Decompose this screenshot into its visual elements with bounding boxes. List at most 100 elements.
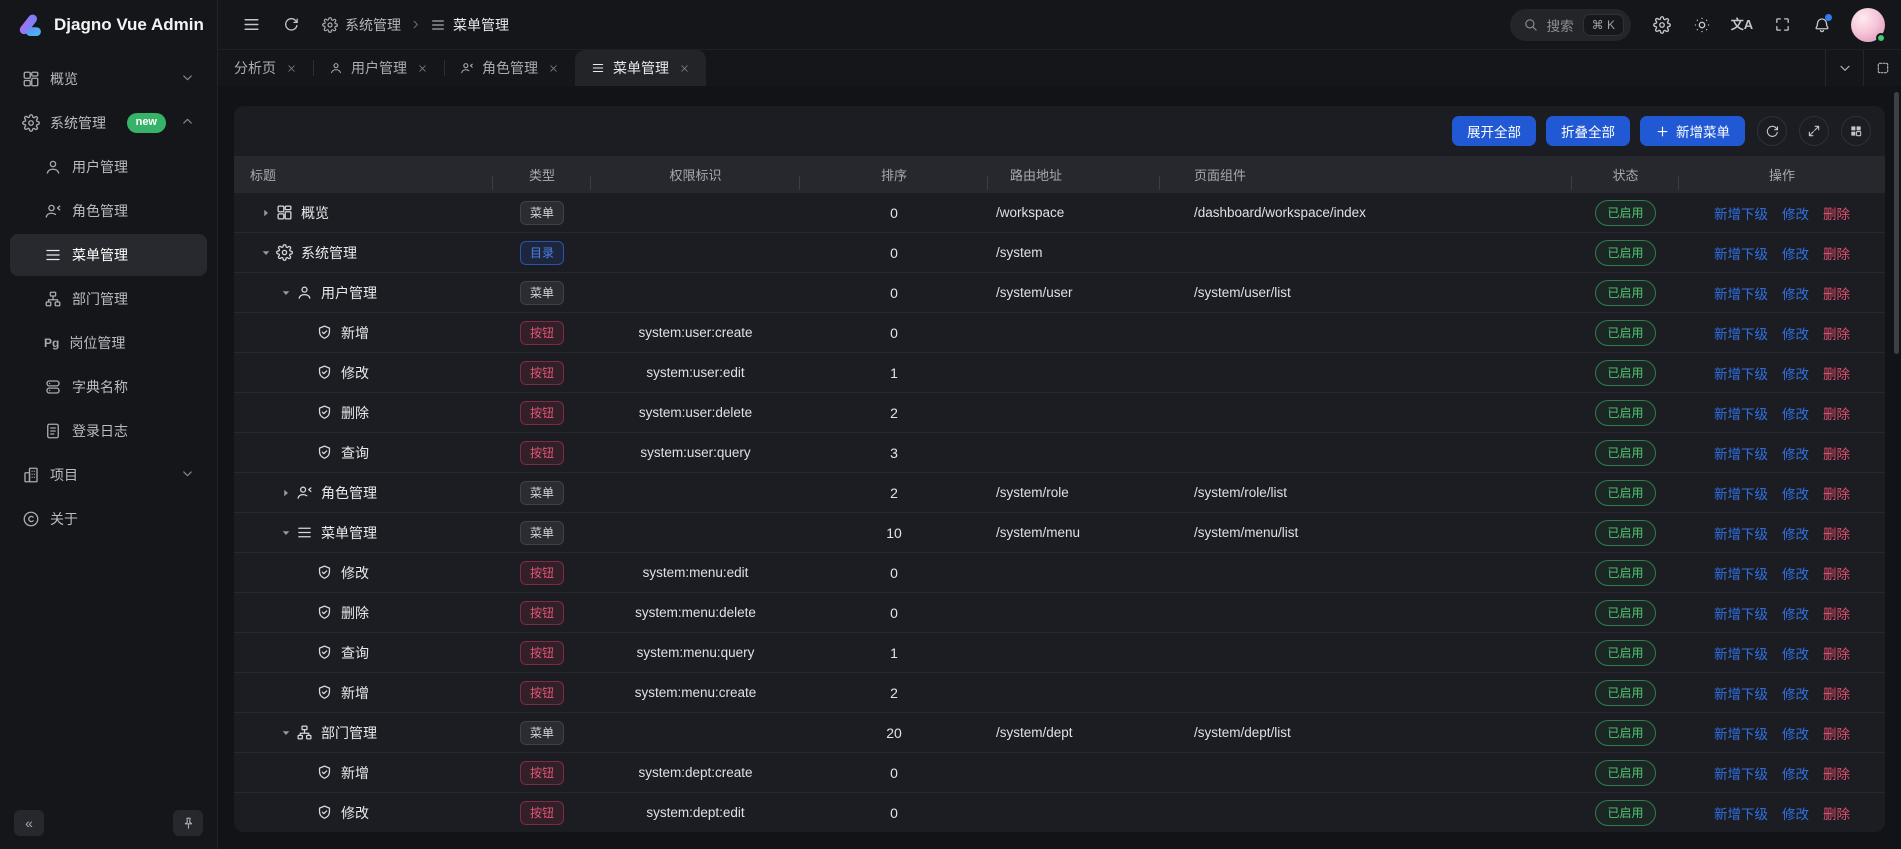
breadcrumb-item-系统管理[interactable]: 系统管理 [322, 15, 401, 35]
sidebar-item-登录日志[interactable]: 登录日志 [10, 410, 207, 452]
delete-link[interactable]: 删除 [1823, 363, 1850, 383]
caret-down-icon[interactable] [256, 247, 276, 259]
caret-right-icon[interactable] [276, 487, 296, 499]
search-icon [1523, 17, 1538, 32]
app-logo-row[interactable]: Djagno Vue Admin [0, 0, 217, 50]
delete-link[interactable]: 删除 [1823, 443, 1850, 463]
sidebar-item-关于[interactable]: 关于 [10, 498, 207, 540]
add-child-link[interactable]: 新增下级 [1714, 563, 1768, 583]
scrollbar-thumb[interactable] [1894, 92, 1899, 354]
add-child-link[interactable]: 新增下级 [1714, 203, 1768, 223]
add-child-link[interactable]: 新增下级 [1714, 523, 1768, 543]
sidebar-pin-button[interactable] [173, 810, 203, 836]
add-child-link[interactable]: 新增下级 [1714, 683, 1768, 703]
edit-link[interactable]: 修改 [1782, 523, 1809, 543]
sidebar-item-字典名称[interactable]: 字典名称 [10, 366, 207, 408]
edit-link[interactable]: 修改 [1782, 243, 1809, 263]
close-icon[interactable] [548, 63, 559, 74]
avatar[interactable] [1851, 8, 1885, 42]
edit-link[interactable]: 修改 [1782, 283, 1809, 303]
add-child-link[interactable]: 新增下级 [1714, 603, 1768, 623]
edit-link[interactable]: 修改 [1782, 643, 1809, 663]
sidebar-item-概览[interactable]: 概览 [10, 58, 207, 100]
close-icon[interactable] [417, 63, 428, 74]
edit-link[interactable]: 修改 [1782, 403, 1809, 423]
delete-link[interactable]: 删除 [1823, 723, 1850, 743]
edit-link[interactable]: 修改 [1782, 483, 1809, 503]
tab-用户管理[interactable]: 用户管理 [313, 50, 444, 86]
add-child-link[interactable]: 新增下级 [1714, 483, 1768, 503]
tab-菜单管理[interactable]: 菜单管理 [575, 50, 706, 86]
add-child-link[interactable]: 新增下级 [1714, 443, 1768, 463]
add-child-link[interactable]: 新增下级 [1714, 643, 1768, 663]
cell-sort: 0 [800, 245, 988, 261]
table-fullscreen-button[interactable] [1799, 116, 1829, 146]
add-child-link[interactable]: 新增下级 [1714, 723, 1768, 743]
language-button[interactable]: 文A [1725, 8, 1759, 42]
caret-right-icon[interactable] [256, 207, 276, 219]
delete-link[interactable]: 删除 [1823, 403, 1850, 423]
add-child-link[interactable]: 新增下级 [1714, 763, 1768, 783]
delete-link[interactable]: 删除 [1823, 483, 1850, 503]
caret-down-icon[interactable] [276, 727, 296, 739]
close-icon[interactable] [679, 63, 690, 74]
delete-link[interactable]: 删除 [1823, 203, 1850, 223]
settings-button[interactable] [1645, 8, 1679, 42]
delete-link[interactable]: 删除 [1823, 603, 1850, 623]
refresh-page-button[interactable] [274, 8, 308, 42]
delete-link[interactable]: 删除 [1823, 643, 1850, 663]
search-input[interactable]: 搜索 ⌘ K [1510, 9, 1631, 41]
edit-link[interactable]: 修改 [1782, 683, 1809, 703]
cell-status: 已启用 [1572, 240, 1679, 266]
theme-toggle-button[interactable] [1685, 8, 1719, 42]
caret-down-icon[interactable] [276, 527, 296, 539]
expand-all-button[interactable]: 展开全部 [1452, 116, 1536, 146]
tab-分析页[interactable]: 分析页 [218, 50, 313, 86]
sidebar-item-部门管理[interactable]: 部门管理 [10, 278, 207, 320]
sidebar-toggle-button[interactable] [234, 8, 268, 42]
edit-link[interactable]: 修改 [1782, 443, 1809, 463]
collapse-all-button[interactable]: 折叠全部 [1546, 116, 1630, 146]
add-child-link[interactable]: 新增下级 [1714, 363, 1768, 383]
delete-link[interactable]: 删除 [1823, 763, 1850, 783]
breadcrumb-item-菜单管理[interactable]: 菜单管理 [430, 15, 509, 35]
delete-link[interactable]: 删除 [1823, 803, 1850, 823]
sidebar-item-岗位管理[interactable]: Pg岗位管理 [10, 322, 207, 364]
sidebar-item-角色管理[interactable]: 角色管理 [10, 190, 207, 232]
delete-link[interactable]: 删除 [1823, 563, 1850, 583]
notifications-button[interactable] [1805, 8, 1839, 42]
column-settings-button[interactable] [1841, 116, 1871, 146]
sidebar-collapse-button[interactable]: « [14, 810, 44, 836]
delete-link[interactable]: 删除 [1823, 243, 1850, 263]
edit-link[interactable]: 修改 [1782, 203, 1809, 223]
delete-link[interactable]: 删除 [1823, 283, 1850, 303]
tab-角色管理[interactable]: 角色管理 [444, 50, 575, 86]
edit-link[interactable]: 修改 [1782, 763, 1809, 783]
sidebar-item-用户管理[interactable]: 用户管理 [10, 146, 207, 188]
tabs-dropdown-button[interactable] [1825, 50, 1863, 86]
fullscreen-button[interactable] [1765, 8, 1799, 42]
sidebar-item-系统管理[interactable]: 系统管理new [10, 102, 207, 144]
add-menu-button[interactable]: 新增菜单 [1640, 116, 1745, 146]
delete-link[interactable]: 删除 [1823, 323, 1850, 343]
add-child-link[interactable]: 新增下级 [1714, 243, 1768, 263]
edit-link[interactable]: 修改 [1782, 323, 1809, 343]
edit-link[interactable]: 修改 [1782, 723, 1809, 743]
caret-down-icon[interactable] [276, 287, 296, 299]
add-child-link[interactable]: 新增下级 [1714, 403, 1768, 423]
sidebar-item-菜单管理[interactable]: 菜单管理 [10, 234, 207, 276]
edit-link[interactable]: 修改 [1782, 363, 1809, 383]
edit-link[interactable]: 修改 [1782, 603, 1809, 623]
add-child-link[interactable]: 新增下级 [1714, 803, 1768, 823]
cell-permission: system:dept:create [591, 765, 800, 780]
edit-link[interactable]: 修改 [1782, 563, 1809, 583]
delete-link[interactable]: 删除 [1823, 683, 1850, 703]
sidebar-item-项目[interactable]: 项目 [10, 454, 207, 496]
refresh-table-button[interactable] [1757, 116, 1787, 146]
add-child-link[interactable]: 新增下级 [1714, 283, 1768, 303]
tab-maximize-button[interactable] [1863, 50, 1901, 86]
edit-link[interactable]: 修改 [1782, 803, 1809, 823]
delete-link[interactable]: 删除 [1823, 523, 1850, 543]
close-icon[interactable] [286, 63, 297, 74]
add-child-link[interactable]: 新增下级 [1714, 323, 1768, 343]
